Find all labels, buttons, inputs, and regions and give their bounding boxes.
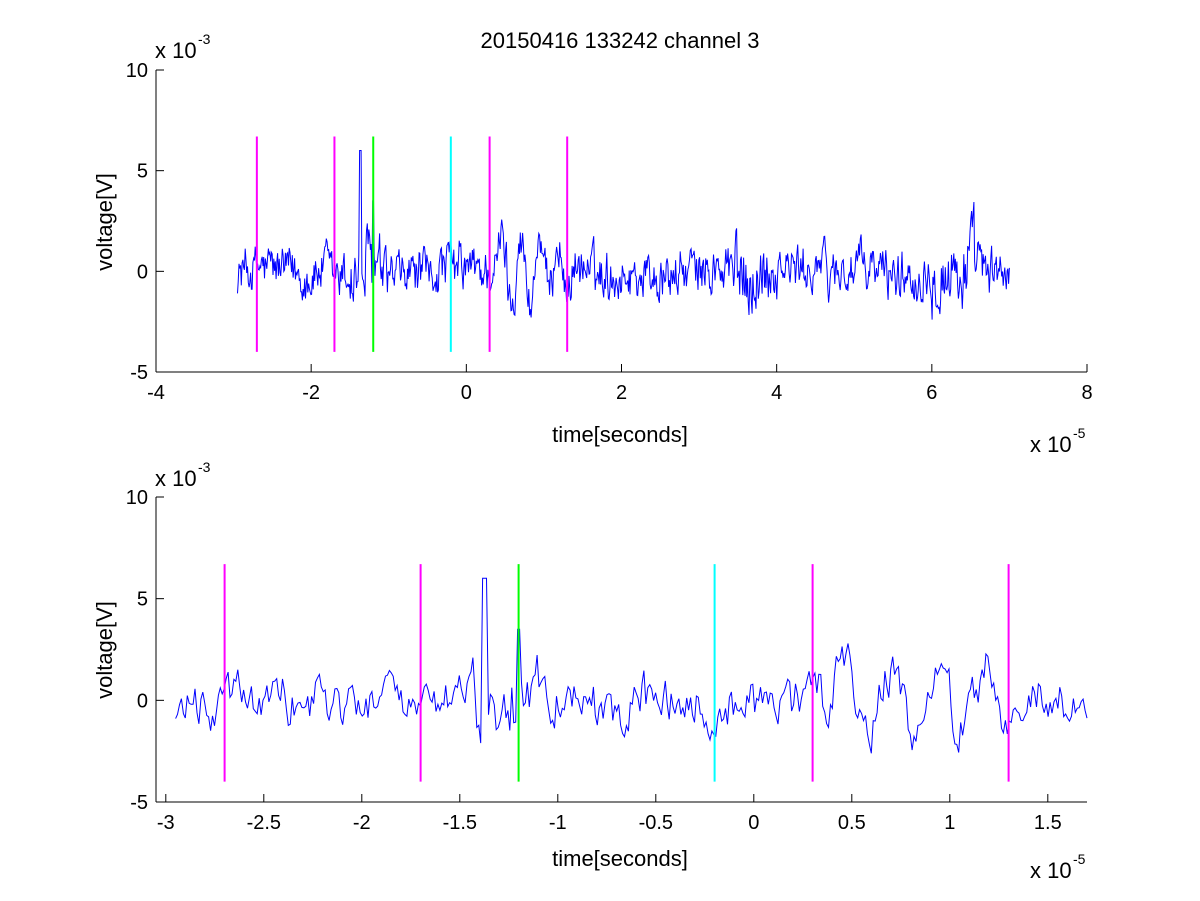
x-tick-label: -0.5 xyxy=(639,812,673,834)
bottom-y-multiplier-exponent: -3 xyxy=(198,459,211,475)
bottom-axes-frame xyxy=(155,497,1087,803)
bottom-x-multiplier: x 10 -5 xyxy=(1030,851,1086,883)
bottom-signal-series xyxy=(175,577,1088,754)
bottom-y-axis-label: voltage[V] xyxy=(92,601,117,699)
top-axes-ticks: -4 -2 0 2 4 6 8 -5 0 5 10 xyxy=(126,60,1093,404)
y-tick-label: 10 xyxy=(126,60,148,82)
x-tick-label: 6 xyxy=(926,382,937,404)
figure-title: 20150416 133242 channel 3 xyxy=(481,28,760,53)
x-tick-label: 2 xyxy=(616,382,627,404)
x-tick-label: 1 xyxy=(944,812,955,834)
x-tick-label: 0 xyxy=(461,382,472,404)
top-y-multiplier: x 10 -3 xyxy=(155,31,211,63)
x-tick-label: -3 xyxy=(157,812,175,834)
top-y-multiplier-exponent: -3 xyxy=(198,31,211,47)
bottom-y-multiplier-base: x 10 xyxy=(155,466,197,491)
y-tick-label: 10 xyxy=(126,487,148,509)
y-tick-label: -5 xyxy=(130,362,148,384)
bottom-axes-ticks: -3 -2.5 -2 -1.5 -1 -0.5 0 0.5 1 1.5 -5 0 5 10 xyxy=(126,487,1062,834)
x-tick-label: -2.5 xyxy=(247,812,281,834)
bottom-x-multiplier-base: x 10 xyxy=(1030,858,1072,883)
y-tick-label: 5 xyxy=(137,161,148,183)
bottom-x-axis-label: time[seconds] xyxy=(552,846,688,871)
x-tick-label: 4 xyxy=(771,382,782,404)
x-tick-label: -4 xyxy=(147,382,165,404)
x-tick-label: -1 xyxy=(549,812,567,834)
x-tick-label: 0.5 xyxy=(838,812,866,834)
top-x-axis-label: time[seconds] xyxy=(552,422,688,447)
top-y-axis-label: voltage[V] xyxy=(92,173,117,271)
top-signal-series xyxy=(237,150,1010,320)
top-axes: -4 -2 0 2 4 6 8 -5 0 5 10 time[seconds] voltage[V]… xyxy=(92,31,1093,457)
x-tick-label: 1.5 xyxy=(1034,812,1062,834)
top-axes-frame xyxy=(155,70,1087,373)
bottom-event-markers xyxy=(223,564,1010,782)
top-event-markers xyxy=(255,136,569,352)
y-tick-label: -5 xyxy=(130,792,148,814)
x-tick-label: -1.5 xyxy=(443,812,477,834)
y-tick-label: 0 xyxy=(137,261,148,283)
x-tick-label: 0 xyxy=(748,812,759,834)
bottom-axes: -3 -2.5 -2 -1.5 -1 -0.5 0 0.5 1 1.5 -5 0 5 10 time[se… xyxy=(92,459,1088,883)
x-tick-label: -2 xyxy=(302,382,320,404)
top-x-multiplier-base: x 10 xyxy=(1030,432,1072,457)
y-tick-label: 0 xyxy=(137,690,148,712)
bottom-y-multiplier: x 10 -3 xyxy=(155,459,211,491)
x-tick-label: -2 xyxy=(353,812,371,834)
bottom-x-multiplier-exponent: -5 xyxy=(1073,851,1086,867)
top-x-multiplier-exponent: -5 xyxy=(1073,425,1086,441)
y-tick-label: 5 xyxy=(137,589,148,611)
x-tick-label: 8 xyxy=(1081,382,1092,404)
top-x-multiplier: x 10 -5 xyxy=(1030,425,1086,457)
signal-line xyxy=(237,150,1010,320)
signal-line xyxy=(175,577,1088,754)
top-y-multiplier-base: x 10 xyxy=(155,38,197,63)
